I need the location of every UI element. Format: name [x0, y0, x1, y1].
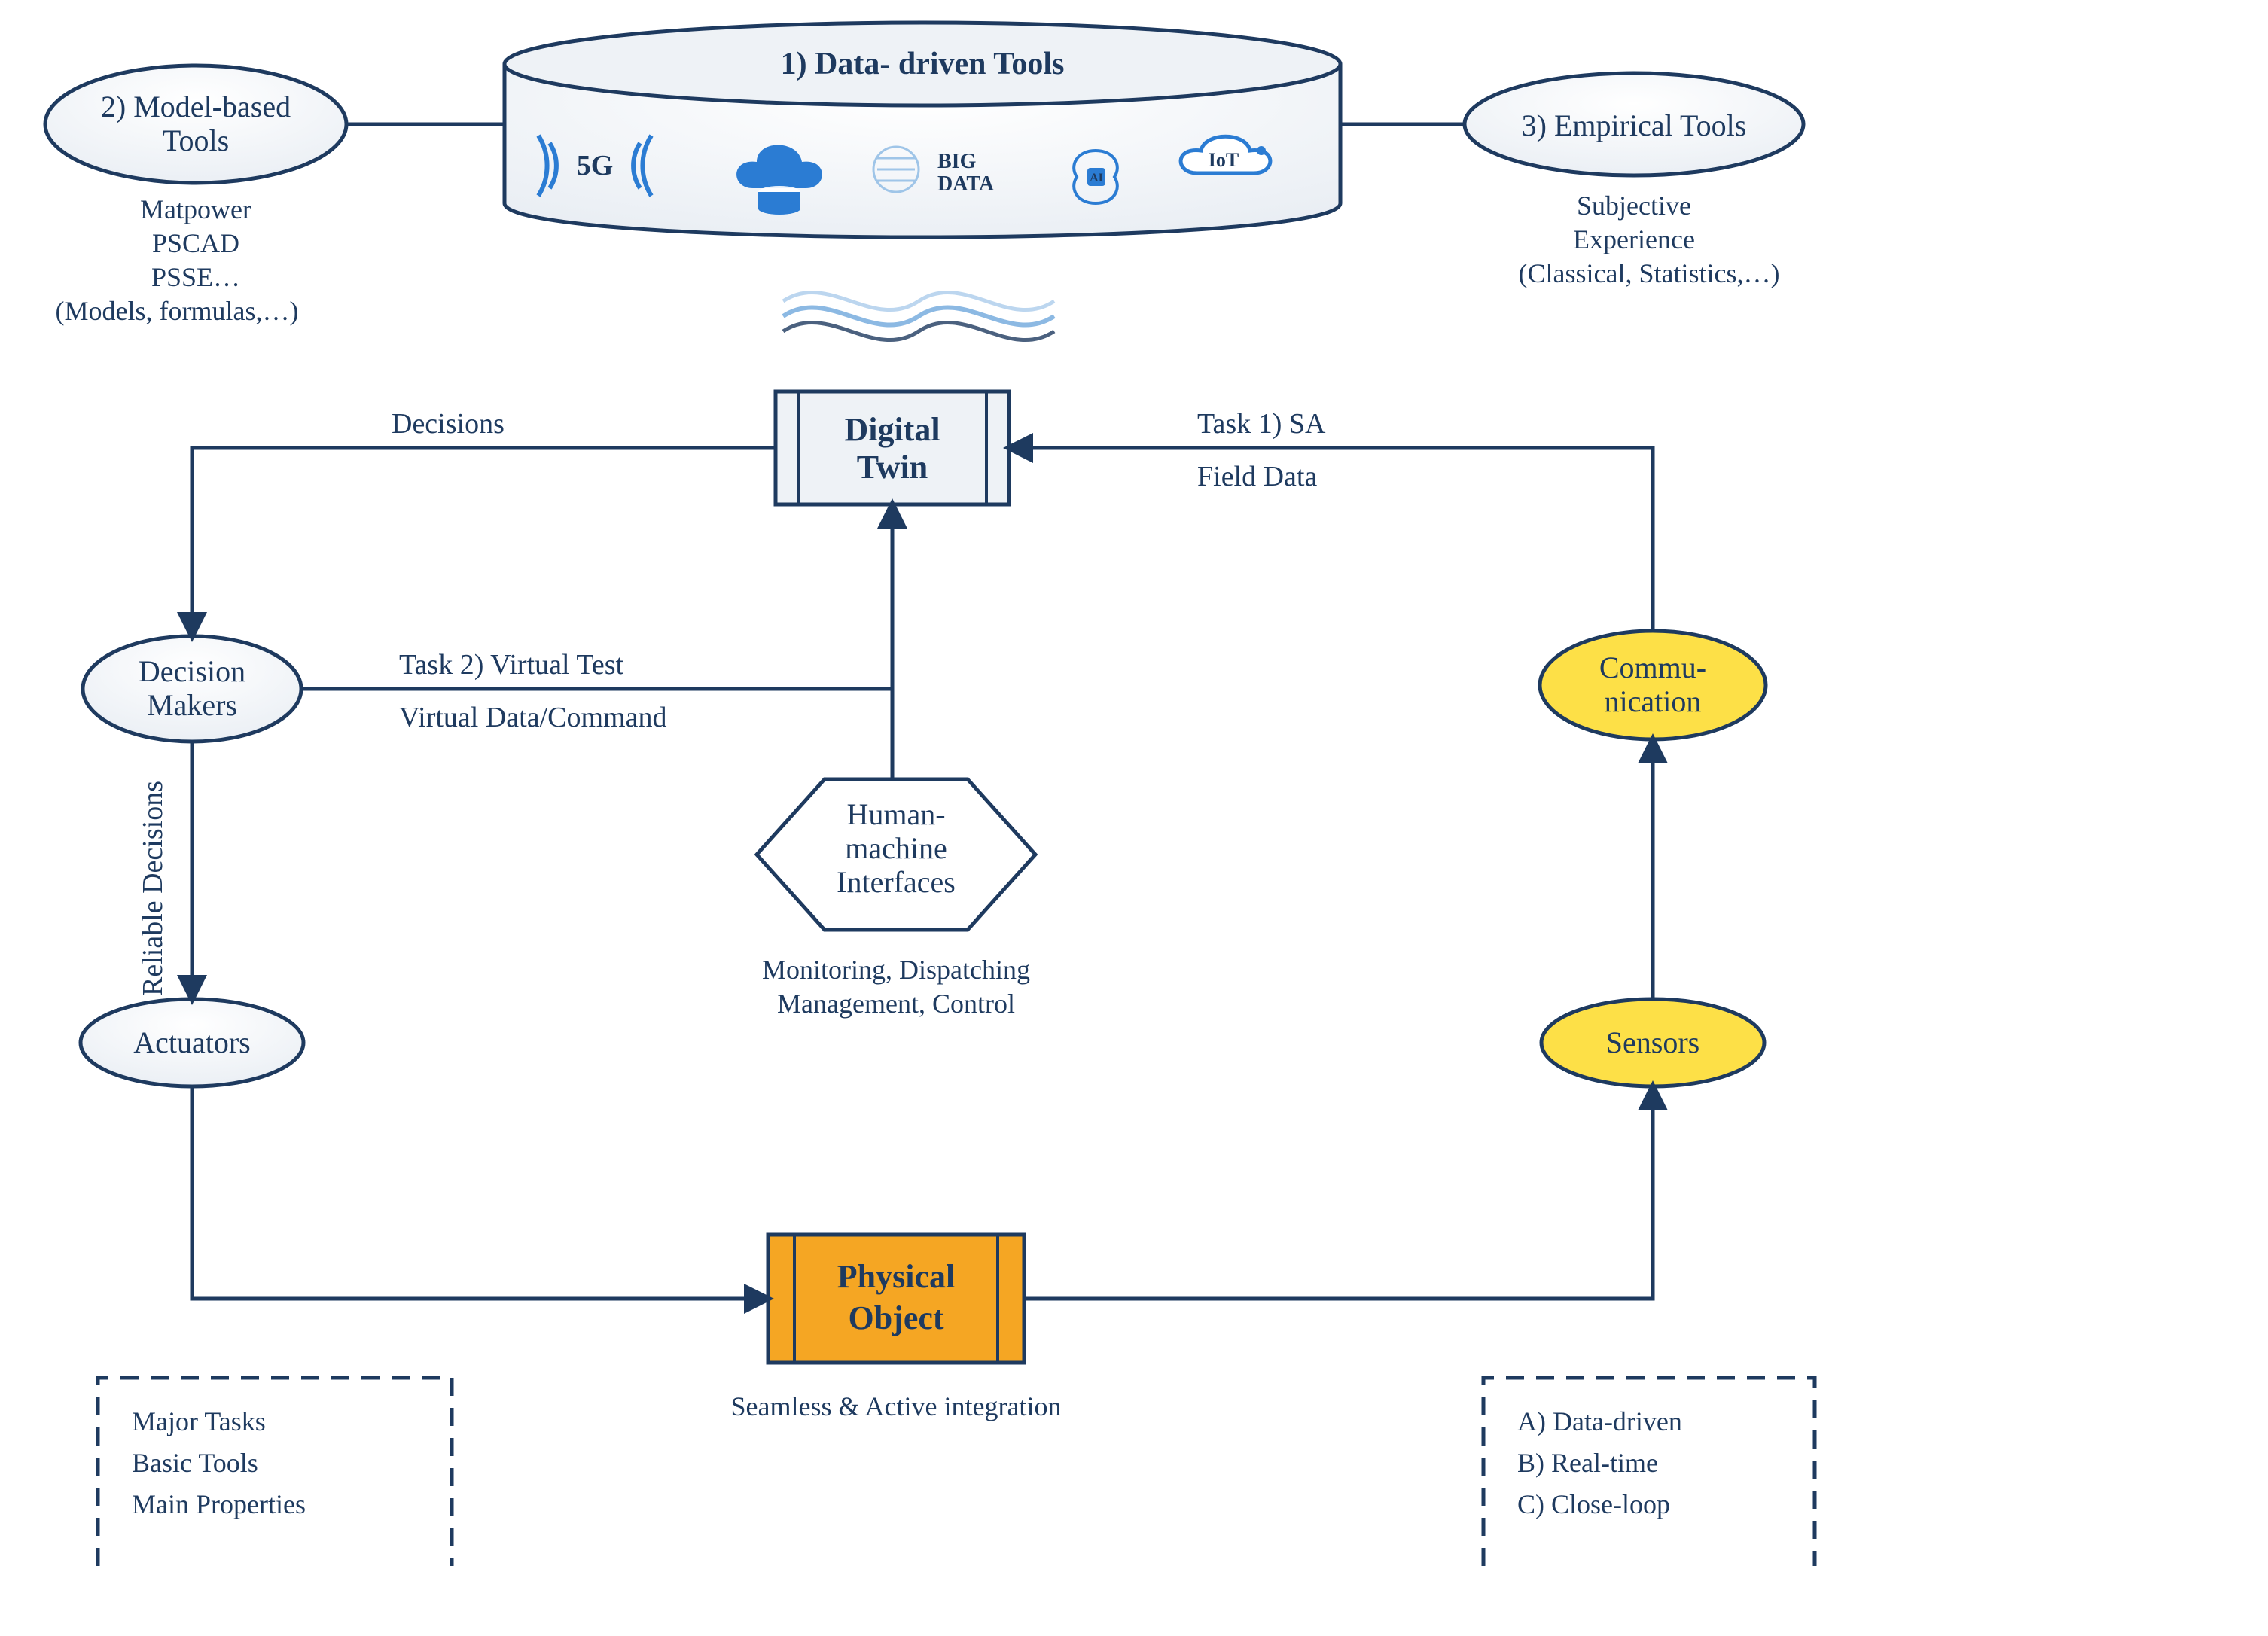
edge-phys-to-sens	[1024, 1086, 1653, 1299]
actuators-label: Actuators	[133, 1025, 251, 1059]
hmi-label-1: Human-	[846, 797, 945, 831]
model-based-sub-2: PSSE…	[151, 262, 240, 292]
communication-label-1: Commu-	[1599, 650, 1706, 684]
model-based-tools-label-2: Tools	[163, 123, 229, 157]
physical-object-node: Physical Object Seamless & Active integr…	[731, 1235, 1062, 1421]
hmi-label-2: machine	[845, 831, 947, 865]
legend-right-2: C) Close-loop	[1517, 1489, 1670, 1519]
hmi-node: Human- machine Interfaces Monitoring, Di…	[757, 779, 1035, 1019]
edge-task1-label-1: Task 1) SA	[1197, 408, 1326, 440]
wave-icon	[783, 292, 1054, 340]
actuators-node: Actuators	[81, 999, 303, 1086]
empirical-tools-label: 3) Empirical Tools	[1522, 108, 1747, 142]
edge-virtualtest-label-1: Task 2) Virtual Test	[399, 649, 624, 681]
physical-object-label-2: Object	[848, 1299, 943, 1336]
model-based-sub-0: Matpower	[140, 194, 251, 224]
hmi-sub-1: Management, Control	[777, 989, 1015, 1019]
communication-node: Commu- nication	[1540, 631, 1766, 739]
legend-left-box: Major Tasks Basic Tools Main Properties	[98, 1378, 452, 1566]
physical-object-sub: Seamless & Active integration	[731, 1391, 1062, 1421]
edge-comm-to-dt	[1009, 448, 1653, 631]
legend-right-box: A) Data-driven B) Real-time C) Close-loo…	[1483, 1378, 1815, 1566]
legend-left-0: Major Tasks	[132, 1406, 266, 1436]
decision-makers-label-1: Decision	[139, 654, 245, 688]
edge-task1-label-2: Field Data	[1197, 461, 1317, 492]
model-based-sub-3: (Models, formulas,…)	[56, 296, 299, 326]
model-based-tools-label-1: 2) Model-based	[101, 90, 291, 123]
empirical-sub-1: Experience	[1573, 224, 1695, 254]
sensors-node: Sensors	[1541, 999, 1764, 1086]
decision-makers-label-2: Makers	[147, 688, 237, 722]
empirical-tools-node: 3) Empirical Tools Subjective Experience…	[1465, 73, 1803, 288]
svg-text:IoT: IoT	[1209, 149, 1239, 171]
sensors-label: Sensors	[1606, 1025, 1699, 1059]
decision-makers-node: Decision Makers	[83, 636, 301, 742]
model-based-tools-node: 2) Model-based Tools Matpower PSCAD PSSE…	[45, 66, 346, 326]
empirical-sub-0: Subjective	[1577, 190, 1691, 221]
hmi-label-3: Interfaces	[837, 865, 956, 899]
physical-object-label-1: Physical	[837, 1258, 955, 1295]
model-based-sub-1: PSCAD	[152, 228, 239, 258]
communication-label-2: nication	[1605, 684, 1702, 718]
svg-text:DATA: DATA	[937, 172, 995, 196]
edge-decisions-label: Decisions	[392, 408, 505, 440]
data-driven-tools-label: 1) Data- driven Tools	[781, 47, 1065, 81]
svg-text:AI: AI	[1090, 172, 1103, 184]
legend-left-1: Basic Tools	[132, 1448, 258, 1478]
digital-twin-label-1: Digital	[844, 411, 940, 448]
data-driven-tools-node: 1) Data- driven Tools 5G BIG DATA AI	[505, 23, 1340, 237]
edge-reliable-label: Reliable Decisions	[137, 781, 169, 996]
legend-left-2: Main Properties	[132, 1489, 306, 1519]
edge-dt-to-dm	[192, 448, 776, 636]
edge-virtualtest-label-2: Virtual Data/Command	[399, 702, 666, 733]
empirical-sub-2: (Classical, Statistics,…)	[1519, 258, 1780, 288]
svg-text:5G: 5G	[577, 150, 614, 181]
edge-act-to-phys	[192, 1086, 768, 1299]
legend-right-1: B) Real-time	[1517, 1448, 1658, 1478]
legend-right-0: A) Data-driven	[1517, 1406, 1682, 1436]
digital-twin-node: Digital Twin	[776, 391, 1009, 504]
svg-text:BIG: BIG	[937, 150, 977, 173]
hmi-sub-0: Monitoring, Dispatching	[762, 955, 1030, 985]
digital-twin-label-2: Twin	[857, 449, 928, 486]
